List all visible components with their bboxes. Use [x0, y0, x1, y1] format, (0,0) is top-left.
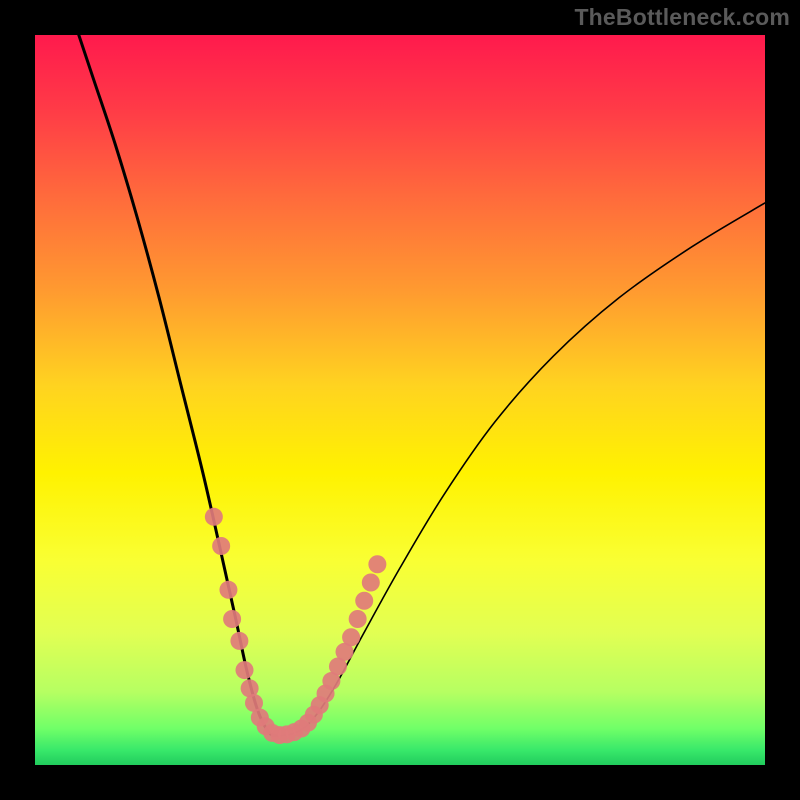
marker-point	[236, 661, 254, 679]
plot-bg	[35, 35, 765, 765]
marker-point	[342, 628, 360, 646]
marker-point	[212, 537, 230, 555]
marker-point	[205, 508, 223, 526]
marker-point	[355, 592, 373, 610]
marker-point	[362, 574, 380, 592]
watermark-text: TheBottleneck.com	[574, 4, 790, 31]
marker-point	[219, 581, 237, 599]
chart-svg	[0, 0, 800, 800]
marker-point	[223, 610, 241, 628]
marker-point	[349, 610, 367, 628]
marker-point	[230, 632, 248, 650]
marker-point	[368, 555, 386, 573]
chart-container: TheBottleneck.com	[0, 0, 800, 800]
